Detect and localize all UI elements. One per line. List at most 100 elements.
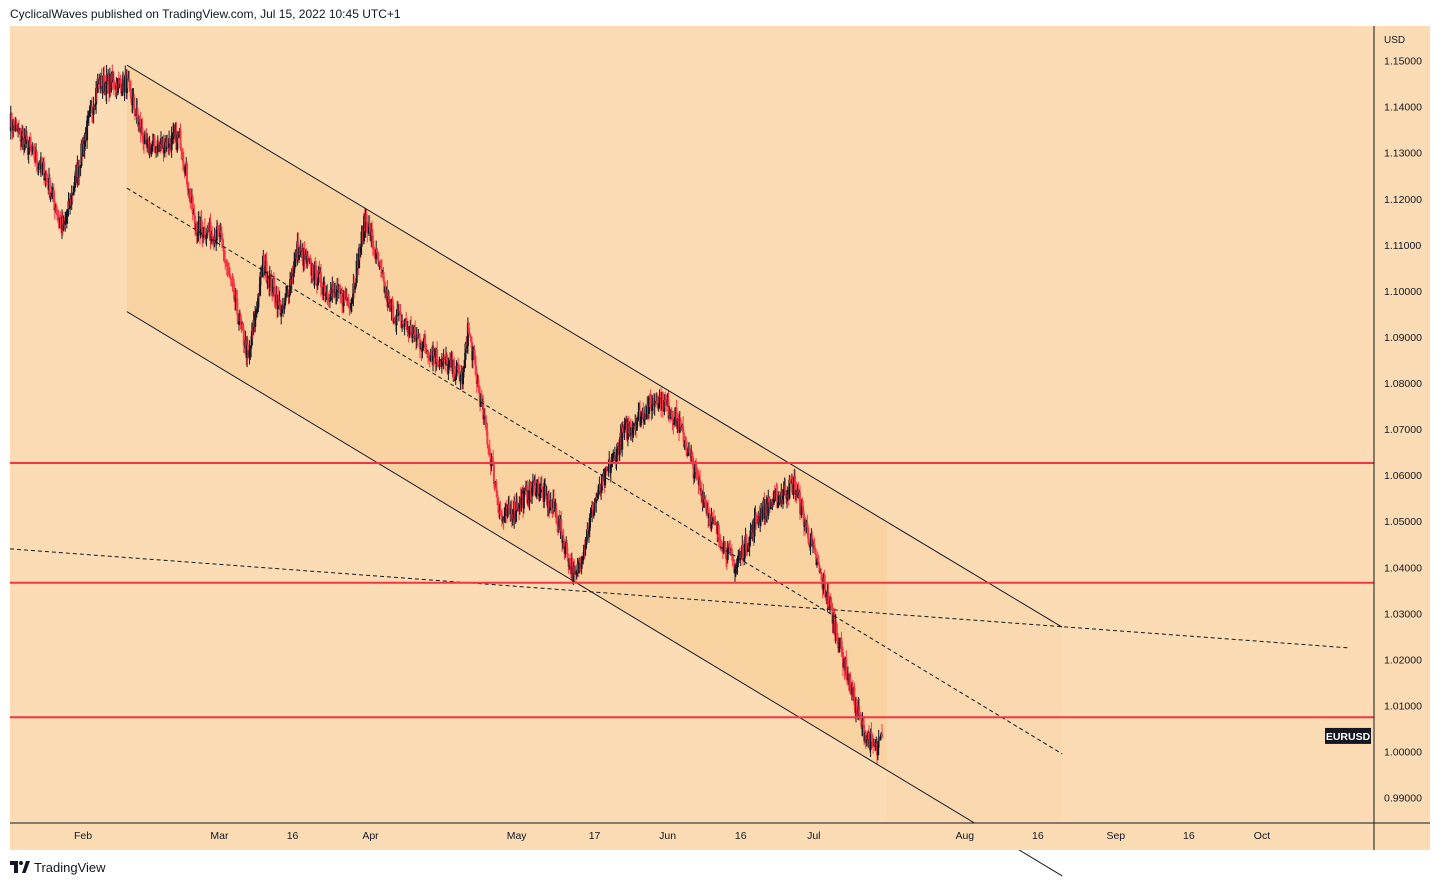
candle-body [755,515,758,523]
candle-body [453,379,456,381]
candle-body [203,227,206,237]
candle-body [144,132,147,136]
candle-body [718,537,721,540]
candle-body [328,300,331,302]
candle-body [368,224,371,228]
candle-body [256,307,259,309]
candle-body [786,497,788,499]
candle-body [143,143,145,145]
candle-body [872,738,875,745]
candle-body [583,544,585,558]
candle-body [719,539,722,548]
candle-body [761,508,764,520]
candle-body [492,460,495,464]
price-tick-label: 1.03000 [1384,608,1422,620]
candle-body [604,468,607,486]
candle-body [615,455,618,464]
price-tick-label: 1.01000 [1384,701,1422,713]
candle-body [684,444,687,446]
candle-body [239,314,242,322]
candle-body [676,419,679,427]
candle-body [664,399,667,402]
candle-body [686,453,689,457]
candle-body [624,423,627,426]
candle-body [31,145,34,152]
candle-body [223,251,226,260]
candle-body [189,188,192,203]
candle-body [284,297,287,305]
candle-body [789,479,792,483]
candle-body [735,564,738,568]
candle-body [658,396,661,404]
candle-body [74,175,76,188]
candle-body [813,545,816,549]
candle-body [83,140,86,151]
candle-body [497,502,500,512]
price-tick-label: 1.13000 [1384,148,1422,160]
candle-body [242,329,245,346]
candle-body [290,272,293,284]
candle-body [324,293,327,296]
candle-body [351,297,354,299]
candle-body [869,731,872,751]
candle-body [842,651,844,668]
candle-body [679,418,682,426]
candle-body [466,346,469,349]
candle-body [112,79,115,89]
axes-layer: USD 1.15000 1.14000 1.13000 1.12000 1.11000 1.… [10,26,1430,850]
candle-body [408,326,411,335]
candle-body [474,357,477,366]
candle-body [100,75,103,90]
time-tick-label: 16 [1183,830,1195,842]
candle-body [633,425,636,427]
candle-body [250,345,253,349]
candle-body [653,401,656,406]
candle-body [65,216,68,221]
time-tick-label: Jun [659,830,676,842]
candle-body [699,479,702,491]
candle-body [609,464,612,473]
candle-body [283,304,286,310]
candles-layer [9,64,883,764]
candle-body [828,607,831,609]
candle-body [390,305,393,311]
candle-body [815,553,818,565]
candle-body [725,553,728,560]
candle-body [566,553,569,562]
candle-body [514,501,516,516]
candle-body [590,512,593,514]
candle-body [448,362,451,364]
candle-body [367,224,370,234]
candle-body [379,261,382,266]
candle-body [484,414,486,416]
candle-body [503,516,506,521]
candle-body [440,358,443,367]
candle-body [137,117,140,125]
candle-body [807,527,810,539]
candle-body [526,485,529,503]
candle-body [179,130,182,149]
price-axis-background [1374,26,1430,823]
candle-body [621,428,624,450]
candle-body [55,208,58,213]
candle-body [713,518,716,524]
candle-body [742,545,745,561]
candle-body [881,733,883,738]
candle-body [803,513,805,527]
candle-body [300,248,303,252]
candle-body [16,124,19,131]
candle-body [575,570,578,575]
candle-body [529,481,532,491]
candle-body [186,163,188,185]
candle-body [799,492,801,515]
candle-body [292,273,295,277]
candle-body [661,392,664,412]
candle-body [139,121,142,133]
candle-body [313,264,316,281]
candle-body [597,485,600,495]
candle-body [695,463,698,472]
candle-body [86,120,89,141]
candle-body [120,83,123,94]
candle-body [180,148,183,152]
